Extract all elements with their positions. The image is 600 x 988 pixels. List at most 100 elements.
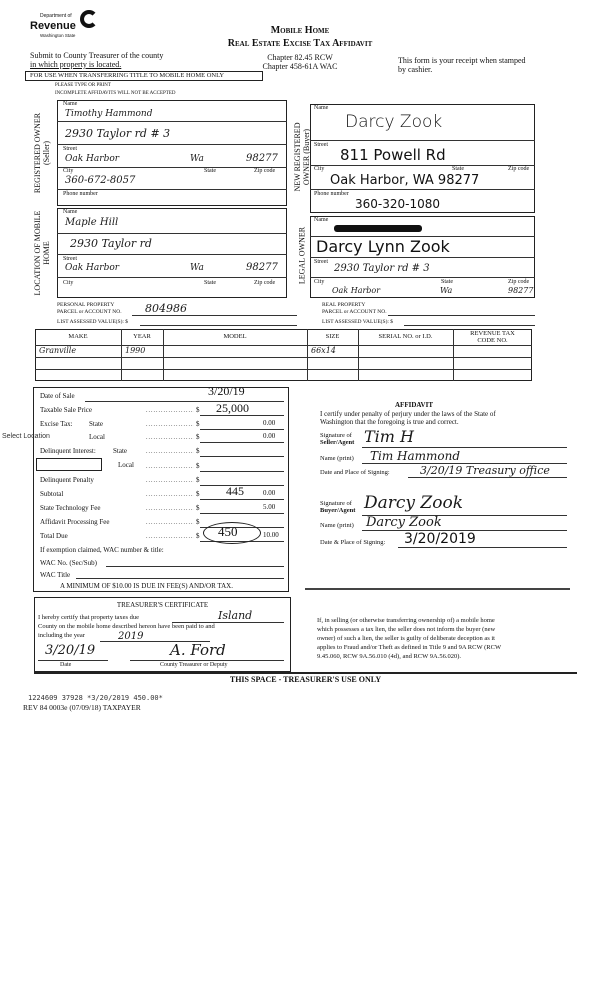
logo-dept: Department of bbox=[40, 13, 72, 19]
select-location-field[interactable]: Select Location bbox=[2, 433, 50, 440]
seller-section-label: REGISTERED OWNER (Seller) bbox=[33, 112, 51, 194]
buyer-zip-label: Zip code bbox=[508, 166, 530, 172]
buyer-state-label: State bbox=[452, 166, 464, 172]
location-section-label: LOCATION OF MOBILE HOME bbox=[33, 210, 51, 296]
buyer-street[interactable]: 811 Powell Rd bbox=[340, 146, 446, 164]
chapter-wac: Chapter 458-61A WAC bbox=[262, 62, 338, 71]
buyer-signature[interactable]: Darcy Zook bbox=[364, 493, 464, 513]
seller-name-print[interactable]: Tim Hammond bbox=[370, 449, 461, 463]
location-zip[interactable]: 98277 bbox=[246, 262, 278, 273]
fee-label-tech-fee-label: State Technology Fee bbox=[40, 504, 101, 512]
transfer-note: FOR USE WHEN TRANSFERRING TITLE TO MOBIL… bbox=[30, 72, 225, 79]
dot-leader: .............................. bbox=[146, 534, 194, 540]
dollar-sign: $ bbox=[196, 433, 200, 441]
fee-label-delinquent-interest-label: Delinquent Interest: bbox=[40, 447, 96, 455]
dollar-sign: $ bbox=[196, 490, 200, 498]
buyer-city-state-zip[interactable]: Oak Harbor, WA 98277 bbox=[330, 173, 480, 188]
logo-name: Revenue bbox=[30, 20, 76, 32]
treasurer-use-only: THIS SPACE - TREASURER'S USE ONLY bbox=[229, 675, 382, 684]
seller-signature[interactable]: Tim H bbox=[364, 427, 414, 446]
buyer-section-label: NEW REGISTERED OWNER (Buyer) bbox=[293, 122, 311, 192]
treasurer-date[interactable]: 3/20/19 bbox=[45, 643, 96, 658]
total-handwritten[interactable]: 450 bbox=[218, 524, 238, 539]
table-header: REVENUE TAX CODE NO. bbox=[470, 330, 515, 344]
submit-note-2: in which property is located. bbox=[30, 60, 122, 69]
lien-notice-line: If, in selling (or otherwise transferrin… bbox=[317, 617, 495, 624]
cashier-stamp: 1224609 37928 *3/20/2019 450.00* bbox=[28, 694, 163, 702]
dot-leader: .............................. bbox=[146, 478, 194, 484]
title-line2: Real Estate Excise Tax Affidavit bbox=[227, 38, 373, 49]
subtotal-value[interactable]: 0.00 bbox=[263, 489, 276, 497]
fees-box bbox=[33, 387, 289, 592]
subtotal-handwritten[interactable]: 445 bbox=[226, 484, 244, 498]
location-street[interactable]: 2930 Taylor rd bbox=[70, 237, 152, 250]
delinquent-local-label: Local bbox=[118, 461, 134, 469]
excise-local-value[interactable]: 0.00 bbox=[263, 432, 276, 440]
treasurer-year[interactable]: 2019 bbox=[118, 631, 144, 642]
excise-local-label: Local bbox=[89, 433, 105, 441]
treasurer-signature[interactable]: A. Ford bbox=[170, 641, 226, 659]
minimum-note: A MINIMUM OF $10.00 IS DUE IN FEE(S) AND… bbox=[60, 582, 233, 590]
location-zip-label: Zip code bbox=[254, 280, 276, 286]
legal-owner-street[interactable]: 2930 Taylor rd # 3 bbox=[334, 263, 430, 274]
legal-city-label: City bbox=[314, 279, 325, 285]
buyer-date-place[interactable]: 3/20/2019 bbox=[404, 531, 476, 547]
total-value[interactable]: 10.00 bbox=[263, 531, 279, 539]
buyer-name-label: Name bbox=[314, 105, 329, 111]
excise-state-value[interactable]: 0.00 bbox=[263, 419, 276, 427]
personal-parcel-value[interactable]: 804986 bbox=[145, 302, 187, 315]
seller-phone[interactable]: 360-672-8057 bbox=[65, 175, 136, 186]
dot-leader: .............................. bbox=[146, 464, 194, 470]
seller-name[interactable]: Timothy Hammond bbox=[65, 109, 153, 119]
table-cell[interactable]: Granville bbox=[39, 346, 77, 355]
wave-logo-icon bbox=[80, 10, 98, 28]
treasurer-county[interactable]: Island bbox=[218, 609, 253, 622]
legal-owner-name[interactable]: Darcy Lynn Zook bbox=[316, 237, 450, 256]
table-header: SERIAL NO. or I.D. bbox=[378, 333, 433, 340]
legal-owner-state[interactable]: Wa bbox=[440, 286, 453, 295]
seller-zip-label: Zip code bbox=[254, 168, 276, 174]
fee-label-taxable-label: Taxable Sale Price bbox=[40, 406, 92, 414]
dollar-sign: $ bbox=[196, 462, 200, 470]
location-select-box[interactable] bbox=[36, 458, 102, 471]
location-name[interactable]: Maple Hill bbox=[65, 217, 119, 228]
buyer-sig-label-1: Signature of bbox=[320, 500, 352, 507]
seller-city[interactable]: Oak Harbor bbox=[65, 154, 120, 164]
location-state[interactable]: Wa bbox=[190, 263, 204, 273]
real-parcel-label: PARCEL or ACCOUNT NO. bbox=[322, 309, 387, 315]
tech-fee-value[interactable]: 5.00 bbox=[263, 503, 276, 511]
fee-label-delinquent-penalty-label: Delinquent Penalty bbox=[40, 476, 94, 484]
seller-zip[interactable]: 98277 bbox=[246, 153, 278, 164]
fee-label-total-label: Total Due bbox=[40, 532, 68, 540]
dot-leader: .............................. bbox=[146, 408, 194, 414]
table-cell[interactable]: 1990 bbox=[125, 346, 146, 355]
location-city-label: City bbox=[63, 280, 74, 286]
seller-date-place[interactable]: 3/20/19 Treasury office bbox=[420, 464, 550, 477]
buyer-name-print[interactable]: Darcy Zook bbox=[366, 515, 442, 530]
legal-owner-city[interactable]: Oak Harbor bbox=[332, 286, 381, 295]
location-state-label: State bbox=[204, 280, 216, 286]
location-name-label: Name bbox=[63, 209, 78, 215]
seller-sig-label-1: Signature of bbox=[320, 432, 352, 439]
treasurer-text-2: County on the mobile home described here… bbox=[38, 623, 215, 630]
total-circle-mark bbox=[203, 522, 261, 544]
dollar-sign: $ bbox=[196, 447, 200, 455]
seller-state[interactable]: Wa bbox=[190, 154, 204, 164]
affidavit-title: AFFIDAVIT bbox=[395, 401, 433, 409]
taxable-sale-price[interactable]: 25,000 bbox=[216, 401, 249, 415]
legal-owner-zip[interactable]: 98277 bbox=[508, 286, 534, 295]
personal-assessed-label: LIST ASSESSED VALUE(S): $ bbox=[57, 319, 129, 325]
legal-owner-section-label: LEGAL OWNER bbox=[297, 226, 307, 285]
dot-leader: .............................. bbox=[146, 520, 194, 526]
buyer-street-label: Street bbox=[314, 142, 328, 148]
date-of-sale[interactable]: 3/20/19 bbox=[208, 384, 245, 398]
location-city[interactable]: Oak Harbor bbox=[65, 263, 120, 273]
affidavit-text-1: I certify under penalty of perjury under… bbox=[320, 410, 496, 418]
delinquent-state-label: State bbox=[113, 447, 127, 455]
table-header: SIZE bbox=[325, 333, 340, 340]
submit-note-1: Submit to County Treasurer of the county bbox=[30, 51, 164, 60]
table-cell[interactable]: 66x14 bbox=[311, 346, 336, 355]
seller-street[interactable]: 2930 Taylor rd # 3 bbox=[65, 127, 171, 140]
buyer-name[interactable]: Darcy Zook bbox=[345, 112, 443, 132]
buyer-phone[interactable]: 360-320-1080 bbox=[355, 197, 441, 211]
